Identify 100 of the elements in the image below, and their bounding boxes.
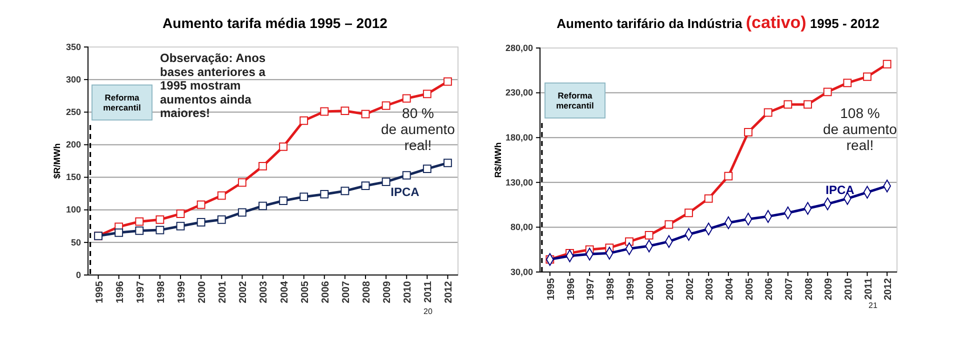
point <box>238 208 246 217</box>
x-tick-label: 2010 <box>402 280 414 304</box>
annotation: 80 % de aumento real! <box>381 105 456 154</box>
point <box>217 191 226 200</box>
point <box>279 142 288 151</box>
x-tick-label: 2012 <box>883 278 894 300</box>
series-label: IPCA <box>826 183 855 197</box>
x-tick-label: 2011 <box>423 280 434 303</box>
x-tick-label: 2007 <box>340 280 352 304</box>
y-tick-label: 30,00 <box>510 266 533 277</box>
point <box>823 88 832 96</box>
point <box>382 178 390 186</box>
y-tick-label: 280,00 <box>505 42 533 53</box>
x-tick-label: 2007 <box>784 278 795 300</box>
point <box>217 215 226 224</box>
point <box>156 226 164 234</box>
text: 21 <box>868 301 878 310</box>
point <box>320 190 329 198</box>
x-tick-label: 2009 <box>382 280 394 304</box>
x-tick-label: 1995 <box>94 280 106 304</box>
point <box>882 60 892 68</box>
y-tick-label: 250 <box>66 107 81 118</box>
x-tick-label: 2008 <box>362 280 372 304</box>
point <box>804 100 812 109</box>
x-tick-label: 2011 <box>863 278 874 300</box>
annotation: 108 % de aumento real! <box>823 105 898 154</box>
point <box>863 72 872 81</box>
point <box>196 200 206 209</box>
y-tick-label: 180,00 <box>505 132 533 142</box>
x-tick-label: 2000 <box>645 278 656 300</box>
point <box>664 220 674 229</box>
point <box>784 100 792 109</box>
point <box>300 192 308 202</box>
x-tick-label: 2003 <box>704 278 716 300</box>
point <box>135 217 144 226</box>
point <box>764 108 772 117</box>
point <box>843 78 852 88</box>
ref-line-label: Reforma mercantil <box>556 90 594 110</box>
point <box>361 110 370 118</box>
point <box>135 226 144 235</box>
x-tick-label: 1998 <box>156 280 167 304</box>
point <box>361 182 370 190</box>
point <box>258 162 267 170</box>
point <box>382 101 390 110</box>
point <box>114 228 124 237</box>
x-tick-label: 2003 <box>258 280 270 304</box>
y-axis-title: R$/MWh <box>493 142 503 178</box>
chart-title: Aumento tarifa média 1995 – 2012 <box>162 15 388 31</box>
point <box>744 128 752 136</box>
x-tick-label: 2006 <box>764 278 776 300</box>
x-tick-label: 2008 <box>804 278 815 300</box>
point <box>300 116 308 125</box>
y-tick-label: 50 <box>70 237 81 248</box>
point <box>176 210 185 218</box>
x-tick-label: 2010 <box>843 278 854 300</box>
chart-title: Aumento tarifário da Indústria (cativo) 1995 - 2012 <box>556 13 880 32</box>
x-tick-label: 2006 <box>320 280 332 304</box>
x-tick-label: 2004 <box>724 278 736 300</box>
series-label: IPCA <box>390 185 420 199</box>
point <box>176 222 185 230</box>
ref-line-label: Reforma mercantil <box>103 92 141 112</box>
point <box>258 202 267 210</box>
point <box>444 158 452 168</box>
x-tick-label: 2002 <box>684 278 696 300</box>
point <box>196 218 206 226</box>
y-tick-label: 230,00 <box>505 88 533 98</box>
y-tick-label: 350 <box>66 42 81 52</box>
point <box>320 107 329 116</box>
x-tick-label: 2002 <box>238 280 250 304</box>
y-tick-label: 0 <box>76 270 81 280</box>
y-axis-title: $R/MWh <box>52 143 62 179</box>
x-tick-label: 2000 <box>197 280 208 304</box>
point <box>279 196 288 205</box>
point <box>422 90 432 98</box>
point <box>238 178 246 187</box>
point <box>724 172 733 180</box>
y-tick-label: 100 <box>66 204 81 215</box>
x-tick-label: 2001 <box>664 278 676 300</box>
point <box>156 215 164 224</box>
y-tick-label: 150 <box>66 172 81 182</box>
point <box>444 77 452 86</box>
point <box>402 171 411 180</box>
point <box>684 208 693 218</box>
x-tick-label: 2009 <box>824 278 835 300</box>
y-tick-label: 300 <box>66 74 81 84</box>
x-tick-label: 1999 <box>176 280 188 304</box>
x-tick-label: 1995 <box>546 278 557 300</box>
y-tick-label: 130,00 <box>505 177 533 188</box>
x-tick-label: 2005 <box>300 280 311 304</box>
text: 20 <box>424 307 433 316</box>
y-tick-label: 200 <box>66 140 81 150</box>
point <box>422 164 432 174</box>
point <box>704 194 713 203</box>
x-tick-label: 1997 <box>135 280 146 304</box>
x-tick-label: 2001 <box>218 280 229 304</box>
x-tick-label: 1996 <box>566 278 577 300</box>
point <box>402 94 411 103</box>
x-tick-label: 2004 <box>279 280 290 304</box>
point <box>644 231 654 240</box>
x-tick-label: 1996 <box>114 280 126 304</box>
